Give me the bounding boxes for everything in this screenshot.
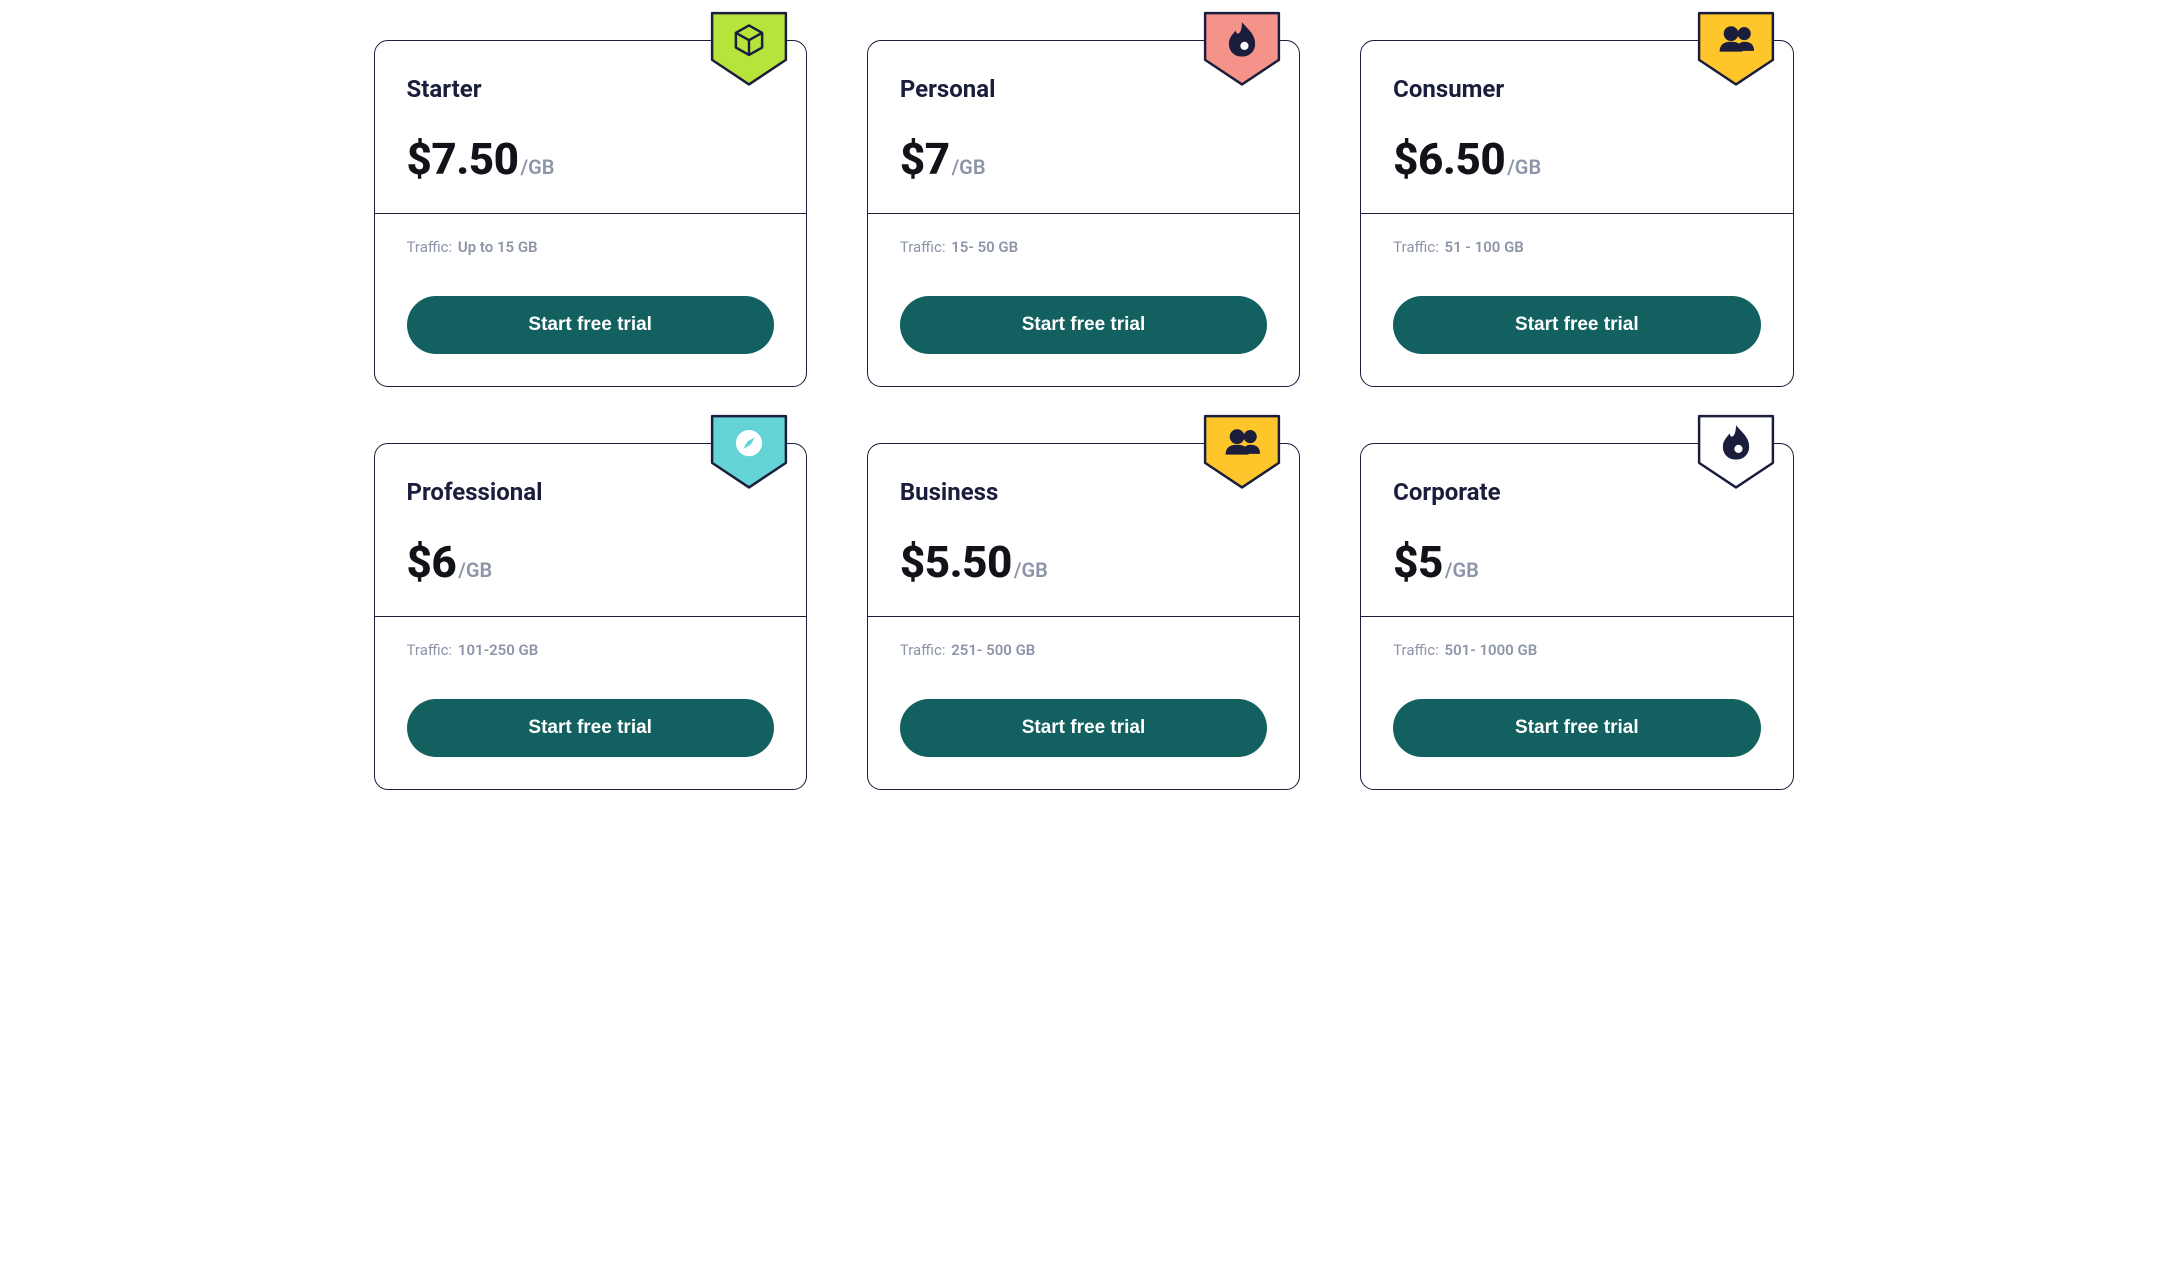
plan-price: $5.50 [900, 536, 1012, 588]
cube-icon [708, 9, 790, 91]
pricing-grid: Starter $7.50 /GB Traffic: Up to 15 GB S… [374, 40, 1794, 790]
start-free-trial-button[interactable]: Start free trial [1393, 296, 1760, 354]
start-free-trial-button[interactable]: Start free trial [900, 296, 1267, 354]
price-unit: /GB [1507, 155, 1541, 179]
plan-price: $7.50 [407, 133, 519, 185]
price-unit: /GB [1445, 558, 1479, 582]
plan-card-starter: Starter $7.50 /GB Traffic: Up to 15 GB S… [374, 40, 807, 387]
traffic-text: Traffic: 501- 1000 GB [1393, 641, 1760, 659]
price-unit: /GB [952, 155, 986, 179]
plan-card-corporate: Corporate $5 /GB Traffic: 501- 1000 GB S… [1360, 443, 1793, 790]
users-icon [1201, 412, 1283, 494]
start-free-trial-button[interactable]: Start free trial [1393, 699, 1760, 757]
plan-price: $6 [407, 536, 457, 588]
start-free-trial-button[interactable]: Start free trial [407, 699, 774, 757]
plan-price: $6.50 [1393, 133, 1505, 185]
plan-price: $5 [1393, 536, 1443, 588]
traffic-text: Traffic: 101-250 GB [407, 641, 774, 659]
price-unit: /GB [458, 558, 492, 582]
flame-icon [1695, 412, 1777, 494]
users-icon [1695, 9, 1777, 91]
traffic-text: Traffic: 251- 500 GB [900, 641, 1267, 659]
plan-card-consumer: Consumer $6.50 /GB Traffic: 51 - 100 GB … [1360, 40, 1793, 387]
start-free-trial-button[interactable]: Start free trial [407, 296, 774, 354]
plan-card-professional: Professional $6 /GB Traffic: 101-250 GB … [374, 443, 807, 790]
price-unit: /GB [521, 155, 555, 179]
flame-icon [1201, 9, 1283, 91]
start-free-trial-button[interactable]: Start free trial [900, 699, 1267, 757]
traffic-text: Traffic: Up to 15 GB [407, 238, 774, 256]
price-unit: /GB [1014, 558, 1048, 582]
traffic-text: Traffic: 51 - 100 GB [1393, 238, 1760, 256]
compass-icon [708, 412, 790, 494]
plan-card-personal: Personal $7 /GB Traffic: 15- 50 GB Start… [867, 40, 1300, 387]
plan-price: $7 [900, 133, 950, 185]
plan-card-business: Business $5.50 /GB Traffic: 251- 500 GB … [867, 443, 1300, 790]
traffic-text: Traffic: 15- 50 GB [900, 238, 1267, 256]
